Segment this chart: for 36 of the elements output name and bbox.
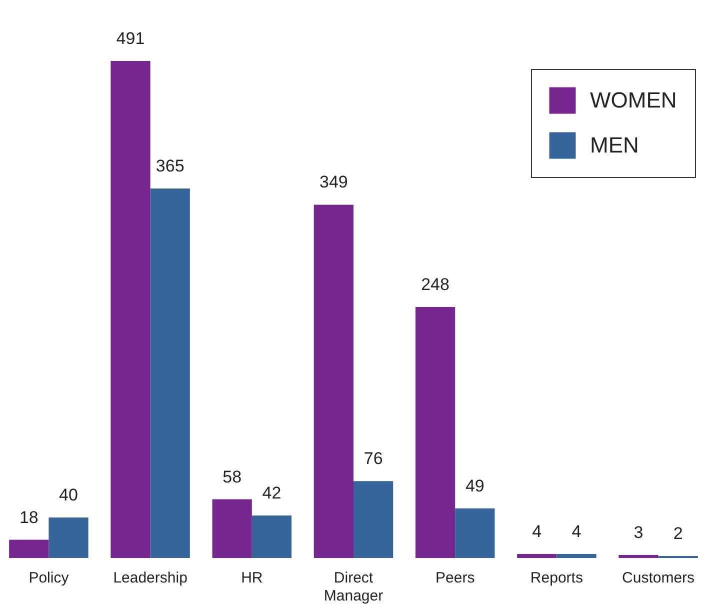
data-label: 349	[320, 172, 348, 192]
bar	[415, 306, 456, 558]
data-label: 49	[465, 476, 484, 496]
bar	[556, 554, 596, 558]
data-label: 248	[421, 274, 450, 294]
x-tick-label: Reports	[530, 570, 583, 586]
data-label: 42	[262, 483, 282, 502]
bar	[354, 481, 394, 558]
x-tick-label: Leadership	[113, 570, 188, 586]
bar	[9, 540, 49, 558]
x-tick-label: Direct Manager	[324, 570, 384, 604]
legend-label: WOMEN	[590, 88, 677, 112]
bar	[150, 188, 190, 558]
data-label: 2	[673, 524, 683, 543]
data-label: 4	[532, 522, 542, 541]
data-label: 365	[156, 156, 184, 176]
bar	[517, 554, 557, 558]
x-tick-label: HR	[241, 570, 263, 586]
data-label: 4	[572, 522, 582, 541]
data-label: 3	[634, 522, 644, 542]
bar	[314, 204, 354, 558]
data-label: 58	[222, 467, 242, 486]
x-tick-label: Customers	[622, 570, 695, 586]
bar	[455, 508, 495, 558]
bar	[110, 61, 150, 558]
bar	[212, 499, 252, 558]
bar	[618, 554, 658, 558]
x-tick-label: Policy	[28, 570, 70, 586]
data-label: 491	[116, 29, 145, 48]
bar	[48, 518, 88, 558]
legend-label: MEN	[590, 132, 639, 158]
data-label: 76	[364, 449, 383, 468]
data-label: 40	[59, 486, 78, 505]
bar	[252, 515, 292, 558]
data-label: 18	[19, 508, 38, 527]
x-tick-label: Peers	[436, 570, 475, 586]
